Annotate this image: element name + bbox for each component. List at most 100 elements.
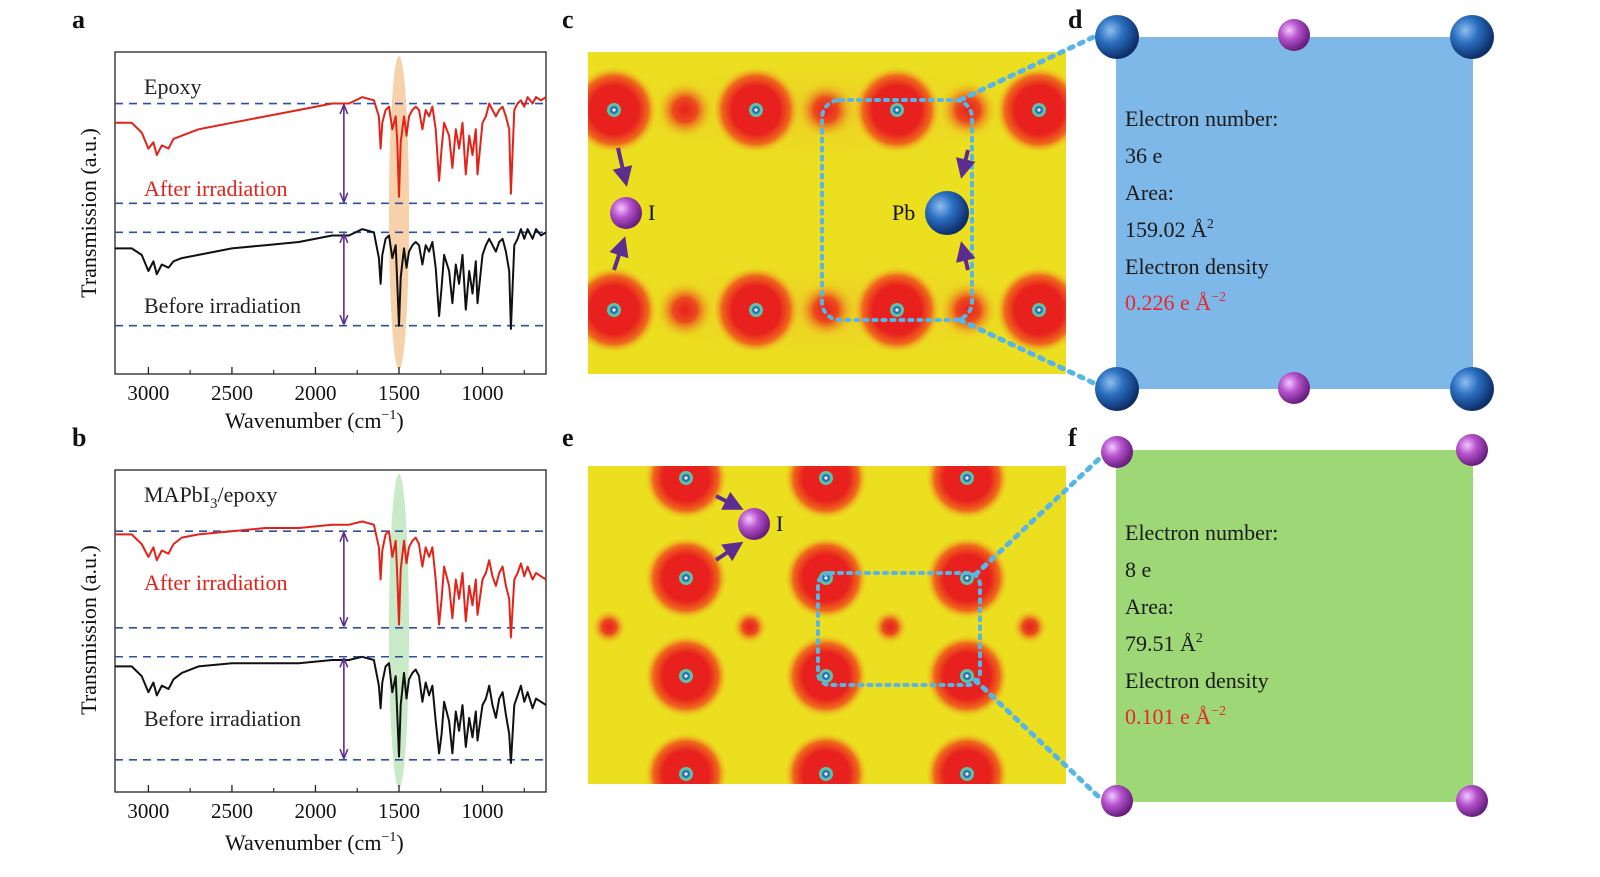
density-peak [938, 80, 998, 140]
electron-number-value: 8 e [1125, 557, 1151, 582]
x-tick-label: 1500 [378, 381, 420, 405]
density-peak [1012, 609, 1048, 645]
unit-box [1116, 37, 1473, 389]
iodine-atom-icon [1456, 785, 1488, 817]
density-peak [796, 80, 856, 140]
before-irradiation-label: Before irradiation [144, 706, 301, 731]
before-irradiation-label: Before irradiation [144, 293, 301, 318]
atom-core [754, 308, 758, 312]
y-axis-label: Transmission (a.u.) [76, 128, 101, 298]
iodine-atom-icon [1278, 19, 1310, 51]
after-irradiation-label: After irradiation [144, 570, 288, 595]
electron-number-label: Electron number: [1125, 520, 1278, 545]
after-irradiation-curve [115, 520, 547, 639]
electron-density-value: 0.101 e Å−2 [1125, 704, 1226, 729]
spectra-curves [115, 96, 547, 330]
unit-outline [816, 571, 982, 687]
density-peak [591, 609, 627, 645]
x-tick-label: 2000 [294, 381, 336, 405]
density-peak [644, 466, 728, 520]
iodine-atom-icon [1278, 372, 1310, 404]
arrow-icon [956, 241, 976, 271]
charge-density-map-c: c I Pb [562, 5, 1066, 374]
x-tick-label: 2000 [294, 799, 336, 823]
arrow-icon [609, 236, 629, 271]
density-peak [588, 266, 658, 354]
x-ticks: 3000 2500 2000 1500 1000 [127, 785, 525, 823]
atom-core [824, 476, 828, 480]
lead-atom-icon [925, 191, 969, 235]
atom-core [965, 772, 969, 776]
atom-core [965, 576, 969, 580]
area-value: 79.51 Å2 [1125, 631, 1203, 656]
density-peak [644, 732, 728, 784]
iodine-atom-icon [738, 508, 770, 540]
x-tick-label: 3000 [127, 799, 169, 823]
sample-label: MAPbI3/epoxy [144, 482, 277, 512]
electron-number-label: Electron number: [1125, 106, 1278, 131]
atom-core [754, 108, 758, 112]
atom-core [824, 576, 828, 580]
plot-frame [114, 51, 547, 375]
ftir-panel-a: a 3000 2500 2000 1500 1000 Epoxy After irrad… [72, 5, 547, 433]
density-peak [995, 266, 1066, 354]
x-tick-label: 2500 [211, 799, 253, 823]
plot-frame [114, 469, 547, 793]
atom-core [1037, 108, 1041, 112]
panel-letter-c: c [562, 5, 574, 34]
electron-number-value: 36 e [1125, 143, 1162, 168]
density-peaks [588, 66, 1066, 354]
atom-core [684, 576, 688, 580]
electron-density-label: Electron density [1125, 254, 1269, 279]
zoom-connector [972, 677, 1103, 801]
density-peak [925, 732, 1009, 784]
arrow-icon [714, 541, 744, 562]
before-irradiation-curve [115, 655, 547, 764]
after-irradiation-label: After irradiation [144, 176, 288, 201]
iodine-atom-icon [610, 197, 642, 229]
lead-atom-icon [1095, 367, 1139, 411]
atom-core [895, 108, 899, 112]
atom-core [895, 308, 899, 312]
atom-core [684, 476, 688, 480]
area-label: Area: [1125, 180, 1174, 205]
density-peak [872, 609, 908, 645]
lead-atom-icon [1450, 15, 1494, 59]
lead-label: Pb [892, 200, 915, 225]
iodine-label: I [776, 511, 783, 536]
highlight-band [388, 56, 410, 370]
density-peaks [591, 466, 1048, 784]
unit-outline [820, 98, 974, 322]
spectra-curves [115, 520, 547, 764]
density-peak [588, 66, 658, 154]
iodine-label: I [648, 200, 655, 225]
iodine-atom-icon [1101, 785, 1133, 817]
iodine-atom-icon [1101, 436, 1133, 468]
atom-core [965, 476, 969, 480]
electron-density-label: Electron density [1125, 668, 1269, 693]
x-ticks: 3000 2500 2000 1500 1000 [127, 367, 525, 405]
panel-letter-e: e [562, 423, 574, 452]
density-peak [655, 80, 715, 140]
density-peak [784, 732, 868, 784]
atom-core [965, 674, 969, 678]
density-peak [784, 466, 868, 520]
density-peak [732, 609, 768, 645]
arrow-icon [956, 149, 976, 179]
panel-letter-f: f [1068, 423, 1077, 452]
area-value: 159.02 Å2 [1125, 217, 1214, 242]
lead-atom-icon [1095, 15, 1139, 59]
density-peak [655, 280, 715, 340]
highlight-ellipse [388, 56, 410, 370]
after-irradiation-curve [115, 96, 547, 198]
x-axis-label: Wavenumber (cm−1) [225, 830, 404, 855]
x-tick-label: 1500 [378, 799, 420, 823]
zoom-connector [972, 455, 1103, 578]
density-peak [925, 466, 1009, 520]
x-tick-label: 1000 [462, 799, 504, 823]
electron-density-box-f: f Electron number: 8 e Area: 79.51 Å2 El… [972, 423, 1488, 817]
panel-letter-d: d [1068, 5, 1083, 34]
density-peak [995, 66, 1066, 154]
y-axis-label: Transmission (a.u.) [76, 545, 101, 715]
